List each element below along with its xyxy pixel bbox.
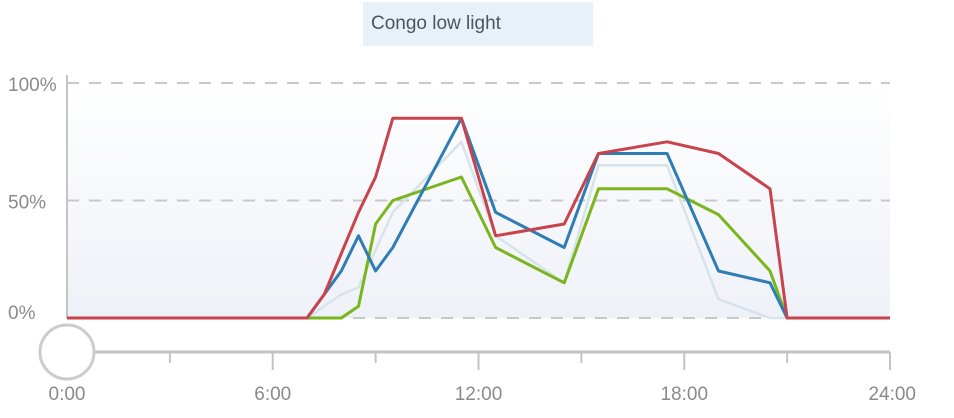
- series-line[interactable]: [67, 175, 890, 320]
- x-tick-label: 18:00: [660, 384, 708, 405]
- x-tick-label: 6:00: [254, 384, 291, 405]
- y-tick-label: 50%: [8, 193, 46, 214]
- x-tick-label: 0:00: [49, 384, 86, 405]
- time-slider-handle[interactable]: [38, 323, 96, 381]
- series-line[interactable]: [67, 140, 890, 320]
- y-tick-label: 100%: [8, 75, 57, 96]
- x-tick-label: 12:00: [455, 384, 503, 405]
- series-line[interactable]: [67, 116, 890, 320]
- series-line[interactable]: [67, 116, 890, 320]
- y-tick-label: 0%: [8, 303, 36, 324]
- chart-title: Congo low light: [363, 2, 593, 46]
- x-tick-label: 24:00: [868, 384, 916, 405]
